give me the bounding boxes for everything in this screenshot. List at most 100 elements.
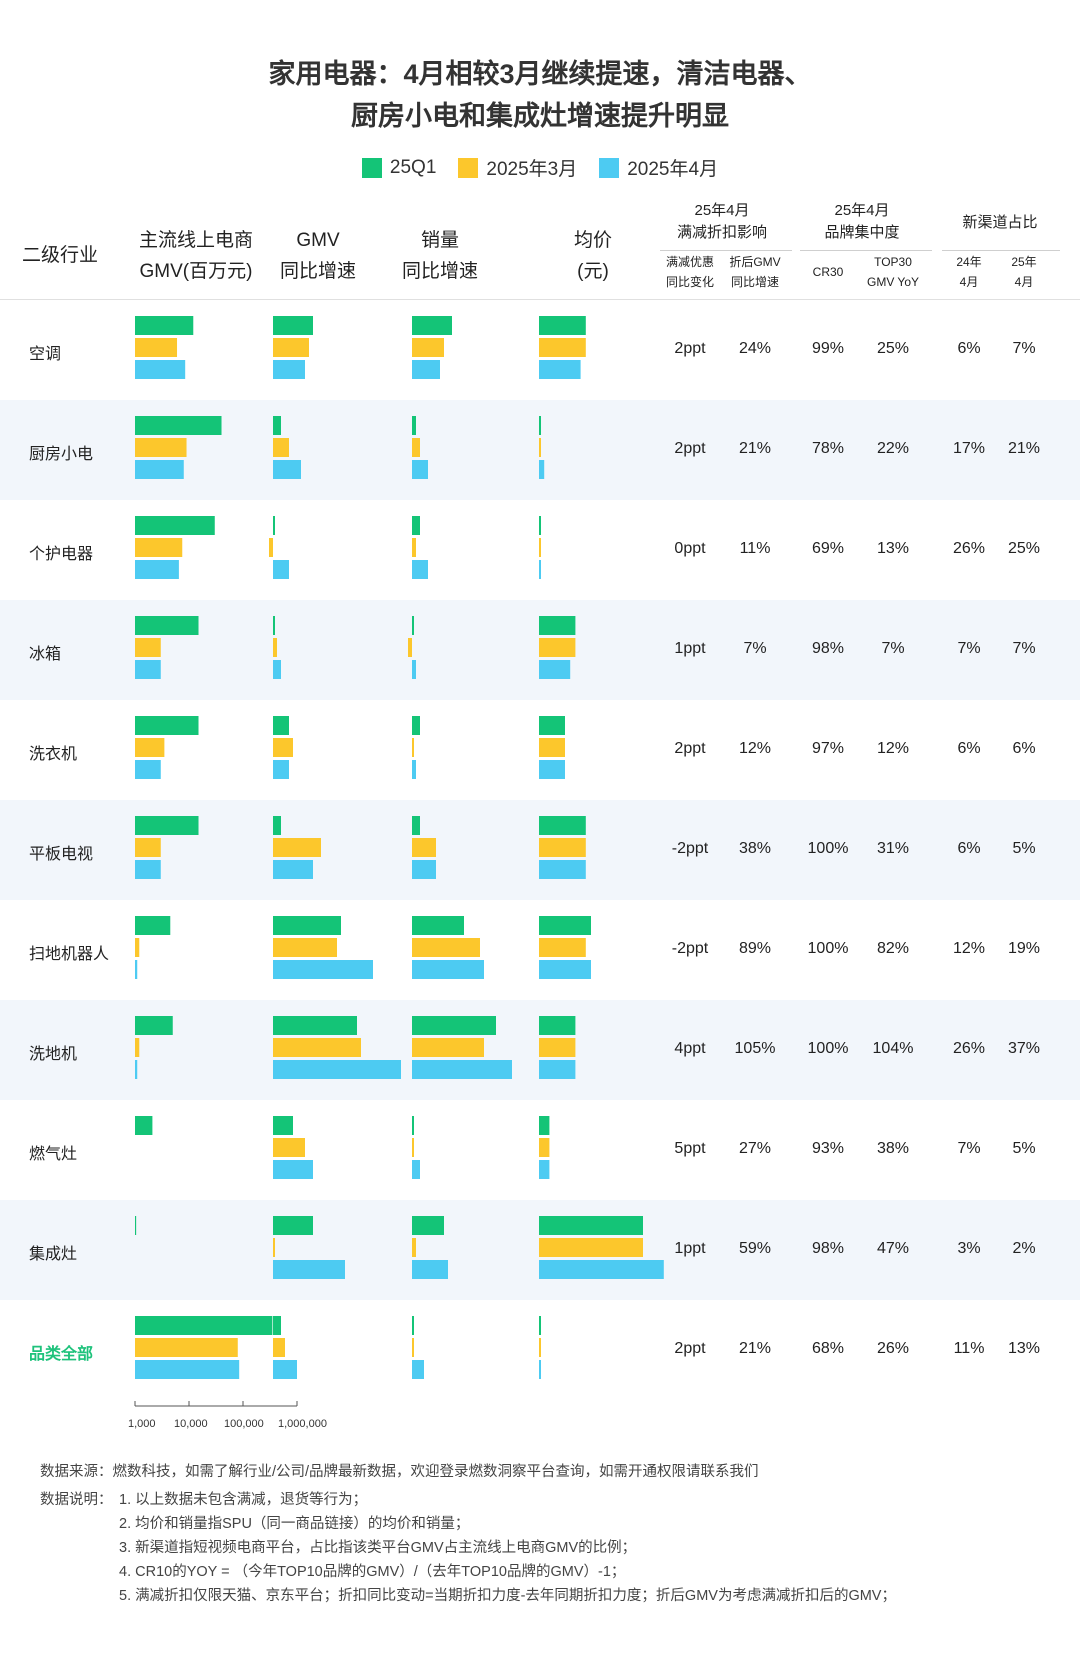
cell-disc-gmv-yoy: 12%: [738, 740, 772, 757]
cell-top30-yoy: 104%: [872, 1040, 914, 1057]
cell-disc-change: 2ppt: [674, 1340, 706, 1357]
gmv-yoy-bar: [273, 938, 337, 957]
gmv-yoy-bar: [273, 338, 309, 357]
gmv-yoy-bar: [269, 538, 273, 557]
gmv-bar: [135, 438, 187, 457]
gmv-bar: [135, 1338, 238, 1357]
header-newch-group: 新渠道占比: [962, 214, 1038, 231]
cell-top30-yoy: 26%: [876, 1340, 910, 1357]
header-nc24-l1: 24年: [956, 255, 982, 269]
header-vol-l1: 销量: [420, 230, 459, 251]
volume-yoy-bar: [412, 1016, 496, 1035]
cell-nc25: 21%: [1007, 440, 1041, 457]
cell-nc25: 5%: [1012, 840, 1036, 857]
row-name: 空调: [29, 346, 62, 363]
volume-yoy-bar: [412, 1238, 416, 1257]
gmv-yoy-bar: [273, 1138, 305, 1157]
avg-price-bar: [539, 916, 591, 935]
footnote-label: 数据说明：: [40, 1492, 113, 1508]
row-name: 扫地机器人: [29, 946, 110, 963]
cell-nc24: 26%: [952, 540, 986, 557]
volume-yoy-bar: [412, 738, 414, 757]
header-disc-b-l2: 同比增速: [730, 275, 779, 289]
avg-price-bar: [539, 938, 586, 957]
legend-item-25q1: 25Q1: [361, 154, 436, 181]
avg-price-bar: [539, 316, 586, 335]
volume-yoy-bar: [412, 916, 464, 935]
volume-yoy-bar: [412, 1338, 414, 1357]
avg-price-bar: [539, 560, 541, 579]
avg-price-bar: [539, 1316, 541, 1335]
volume-yoy-bar: [412, 1316, 414, 1335]
avg-price-bar: [539, 516, 541, 535]
cell-nc24: 12%: [952, 940, 986, 957]
gmv-yoy-bar: [273, 438, 289, 457]
gmv-yoy-bar: [273, 716, 289, 735]
volume-yoy-bar: [412, 1260, 448, 1279]
gmv-bar: [135, 460, 184, 479]
row-name: 平板电视: [29, 846, 94, 863]
cell-nc24: 6%: [957, 740, 981, 757]
header-divider: [942, 250, 1060, 251]
header-gmv-l1: 主流线上电商: [138, 230, 253, 251]
gmv-bar: [135, 816, 199, 835]
gmv-bar: [135, 338, 178, 357]
cell-cr30: 78%: [811, 440, 845, 457]
cell-disc-gmv-yoy: 24%: [738, 340, 772, 357]
header-brand-group-l1: 25年4月: [834, 202, 890, 219]
gmv-bar: [135, 1316, 273, 1335]
gmv-yoy-bar: [273, 516, 275, 535]
footnote-3: 3. 新渠道指短视频电商平台，占比指该类平台GMV占主流线上电商GMV的比例；: [119, 1540, 637, 1556]
avg-price-bar: [539, 338, 586, 357]
avg-price-bar: [539, 616, 576, 635]
cell-disc-gmv-yoy: 21%: [738, 1340, 772, 1357]
cell-top30-yoy: 12%: [876, 740, 910, 757]
header-industry: 二级行业: [22, 245, 99, 266]
gmv-bar: [135, 860, 161, 879]
cell-nc24: 7%: [957, 640, 981, 657]
cell-disc-gmv-yoy: 27%: [738, 1140, 772, 1157]
row-name: 厨房小电: [29, 446, 94, 463]
cell-nc25: 5%: [1012, 1140, 1036, 1157]
gmv-bar: [135, 938, 140, 957]
avg-price-bar: [539, 438, 541, 457]
gmv-yoy-bar: [273, 1038, 361, 1057]
cell-disc-change: 0ppt: [674, 540, 706, 557]
volume-yoy-bar: [412, 716, 420, 735]
gmv-bar: [135, 916, 171, 935]
chart-title-line2: 厨房小电和集成灶增速提升明显: [351, 101, 729, 131]
header-price-l2: (元): [577, 261, 609, 282]
cell-cr30: 68%: [811, 1340, 845, 1357]
row-name: 集成灶: [29, 1246, 78, 1263]
cell-disc-gmv-yoy: 7%: [743, 640, 767, 657]
gmv-yoy-bar: [273, 816, 281, 835]
gmv-yoy-bar: [273, 1338, 285, 1357]
legend-label: 2025年3月: [486, 159, 578, 180]
gmv-bar: [135, 960, 138, 979]
volume-yoy-bar: [412, 1038, 484, 1057]
cell-cr30: 100%: [807, 840, 849, 857]
cell-nc24: 6%: [957, 840, 981, 857]
cell-top30-yoy: 7%: [881, 640, 905, 657]
cell-nc24: 3%: [957, 1240, 981, 1257]
volume-yoy-bar: [412, 538, 416, 557]
avg-price-bar: [539, 738, 565, 757]
cell-disc-change: -2ppt: [671, 840, 709, 857]
header-disc-a-l1: 满减优惠: [665, 255, 714, 269]
header-brand-group-l2: 品牌集中度: [824, 224, 900, 241]
gmv-yoy-bar: [273, 416, 281, 435]
header-gmvyoy-l2: 同比增速: [279, 261, 356, 282]
volume-yoy-bar: [412, 860, 436, 879]
gmv-yoy-bar: [273, 1160, 313, 1179]
footnote-5: 5. 满减折扣仅限天猫、京东平台；折扣同比变动=当期折扣力度-去年同期折扣力度；…: [119, 1588, 896, 1604]
gmv-bar: [135, 360, 186, 379]
cell-disc-change: 1ppt: [674, 1240, 706, 1257]
avg-price-bar: [539, 460, 545, 479]
volume-yoy-bar: [412, 960, 484, 979]
avg-price-bar: [539, 1216, 643, 1235]
avg-price-bar: [539, 816, 586, 835]
footnote-1: 1. 以上数据未包含满减，退货等行为；: [119, 1492, 368, 1508]
gmv-bar: [135, 738, 165, 757]
volume-yoy-bar: [412, 1160, 420, 1179]
cell-nc24: 6%: [957, 340, 981, 357]
